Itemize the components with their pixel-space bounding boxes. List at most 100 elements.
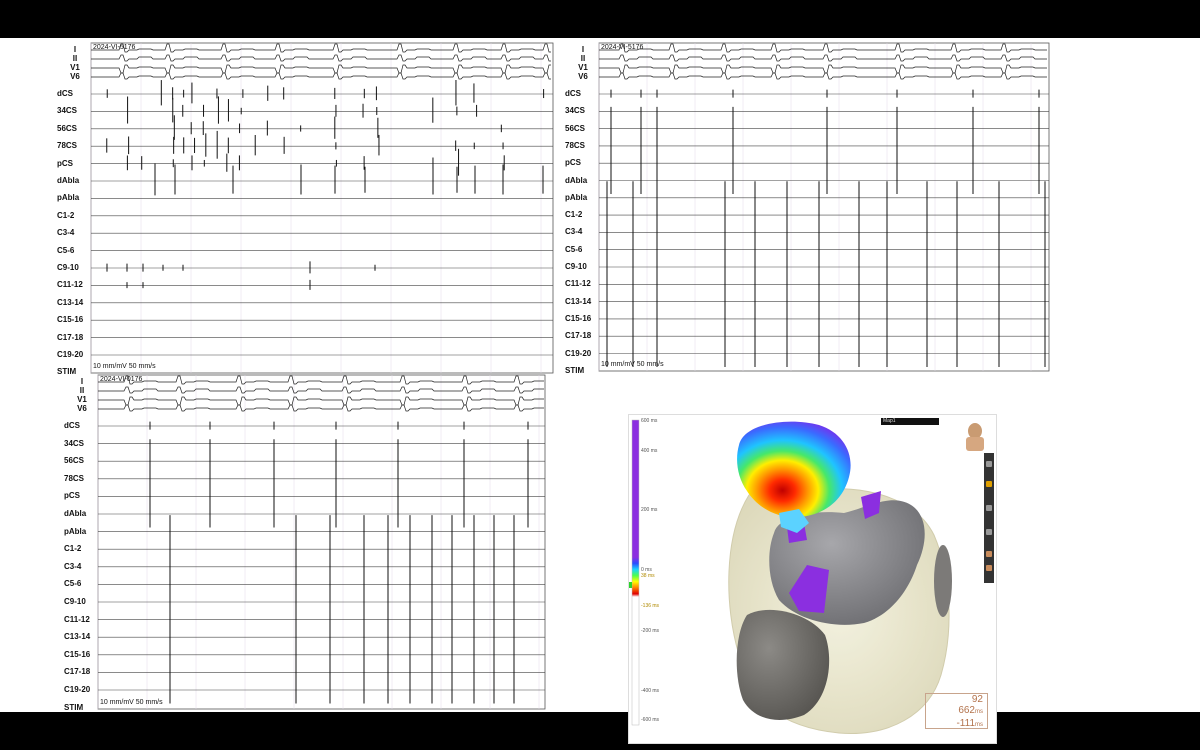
colorbar-label: -200 ms	[641, 628, 660, 634]
channel-label: C19-20	[565, 348, 592, 358]
colorbar-marker	[629, 582, 632, 588]
colorbar-label: 600 ms	[641, 418, 658, 424]
surface-lead-trace	[91, 54, 551, 62]
channel-label: pAbla	[64, 526, 87, 536]
surface-lead-trace	[98, 375, 544, 385]
channel-label: 78CS	[57, 141, 78, 151]
channel-label: dCS	[565, 89, 581, 98]
channel-label: C17-18	[57, 332, 84, 342]
channel-label: C9-10	[57, 263, 79, 272]
surface-lead-trace	[599, 43, 1047, 53]
surface-lead-trace	[91, 64, 551, 74]
ecg-trace-area	[598, 42, 1050, 372]
channel-label: STIM	[565, 365, 585, 375]
toolbar-button[interactable]	[986, 529, 992, 535]
ecg-trace-area	[90, 42, 554, 374]
channel-label: 78CS	[64, 473, 85, 483]
readout-offset-unit: ms	[975, 722, 983, 728]
channel-label: C3-4	[57, 228, 75, 238]
lead-label: I	[80, 377, 84, 386]
dark-structure	[736, 609, 830, 720]
purple-patch	[861, 491, 881, 519]
toolbar-button[interactable]	[986, 505, 992, 511]
channel-label: dAbla	[57, 176, 80, 185]
ecg-panel-top-left: I II V1 V6 dCS 34CS 56CS 78CS pCS dAbla pAbla C1-2 C…	[55, 42, 555, 377]
channel-label: C15-16	[64, 649, 91, 659]
channel-label: C3-4	[64, 561, 82, 571]
channel-label: dAbla	[565, 175, 588, 185]
channel-label: pAbla	[57, 193, 80, 203]
lead-label: V6	[578, 72, 588, 81]
lead-label: II	[79, 386, 85, 395]
channel-label: 34CS	[565, 106, 586, 116]
channel-label: C11-12	[57, 280, 83, 290]
channel-label: STIM	[57, 367, 77, 377]
channel-label: 34CS	[57, 106, 78, 116]
lead-label: V6	[70, 72, 80, 81]
activation-map-panel: 600 ms 400 ms 200 ms 0 ms 38 ms -136 ms …	[628, 414, 997, 744]
colorbar-label: 0 ms	[641, 567, 652, 573]
colorbar-label: 400 ms	[641, 448, 658, 454]
channel-label: C13-14	[64, 632, 91, 642]
surface-lead-trace	[98, 386, 544, 394]
lead-label: V1	[77, 395, 87, 404]
channel-label: C5-6	[565, 244, 583, 254]
lead-label: V6	[77, 404, 87, 413]
readout-value: 92	[971, 694, 983, 705]
channel-label: C11-12	[565, 279, 591, 289]
channel-label: C1-2	[565, 210, 583, 220]
colorbar-label: 38 ms	[641, 573, 655, 579]
colorbar-label: -600 ms	[641, 717, 660, 723]
view-toolbar	[984, 453, 994, 583]
ecg-trace-area	[97, 374, 546, 710]
screen-content: I II V1 V6 dCS 34CS 56CS 78CS pCS dAbla pAbla C1-2 C…	[0, 38, 1200, 744]
channel-label: pCS	[565, 158, 581, 168]
channel-label: 56CS	[57, 123, 78, 133]
ecg-panel-top-right: I II V1 V6 dCS 34CS 56CS 78CS pCS dAbla pAbla C1-2 C…	[563, 42, 1051, 375]
channel-label: C13-14	[565, 296, 592, 306]
side-structure	[934, 545, 952, 617]
recording-id: 2024-VI-0176	[100, 376, 143, 383]
surface-lead-trace	[91, 72, 551, 80]
orientation-figure-icon	[966, 423, 984, 451]
toolbar-button[interactable]	[986, 461, 992, 467]
channel-label: dCS	[64, 421, 80, 430]
ecg-panel-bottom-left: I II V1 V6 dCS 34CS 56CS 78CS pCS dAbla pAbla C1-2 C…	[62, 374, 547, 712]
lead-label: II	[72, 54, 78, 63]
scale-readout: 10 mm/mV 50 mm/s	[93, 363, 156, 370]
channel-label: STIM	[64, 702, 84, 712]
channel-label: C19-20	[64, 685, 91, 694]
channel-label: C5-6	[57, 245, 75, 255]
activation-map-view	[629, 419, 952, 734]
channel-label: C5-6	[64, 579, 82, 589]
lead-label: I	[581, 45, 585, 54]
trace-frame	[90, 42, 554, 374]
channel-label: 56CS	[565, 123, 586, 133]
lead-label: V1	[70, 63, 80, 72]
colorbar	[631, 419, 640, 726]
colorbar-label: -400 ms	[641, 688, 660, 694]
activation-connector	[779, 509, 809, 533]
toolbar-button[interactable]	[986, 481, 992, 487]
readout-total-unit: ms	[975, 709, 983, 715]
toolbar-button[interactable]	[986, 551, 992, 557]
channel-label: C11-12	[64, 614, 90, 624]
recording-id: 2024-VI-5176	[601, 44, 644, 51]
channel-label: pCS	[64, 491, 80, 501]
measurement-readout: 92 662ms -111ms	[925, 693, 988, 729]
channel-label: C13-14	[57, 297, 84, 307]
channel-label: C15-16	[565, 313, 592, 323]
scale-readout: 10 mm/mV 50 mm/s	[100, 699, 163, 706]
colorbar-label: -136 ms	[641, 603, 660, 609]
channel-label: C9-10	[64, 597, 86, 606]
lead-label: II	[580, 54, 586, 63]
channel-label: 78CS	[565, 140, 586, 150]
toolbar-button[interactable]	[986, 565, 992, 571]
channel-label: C1-2	[57, 210, 75, 220]
channel-label: C9-10	[565, 262, 587, 271]
readout-total: 662	[958, 705, 975, 716]
surface-lead-trace	[599, 54, 1047, 62]
recording-id: 2024-VI-5176	[93, 44, 136, 51]
map-selector[interactable]: Map1	[881, 418, 939, 425]
activation-region	[737, 421, 851, 518]
